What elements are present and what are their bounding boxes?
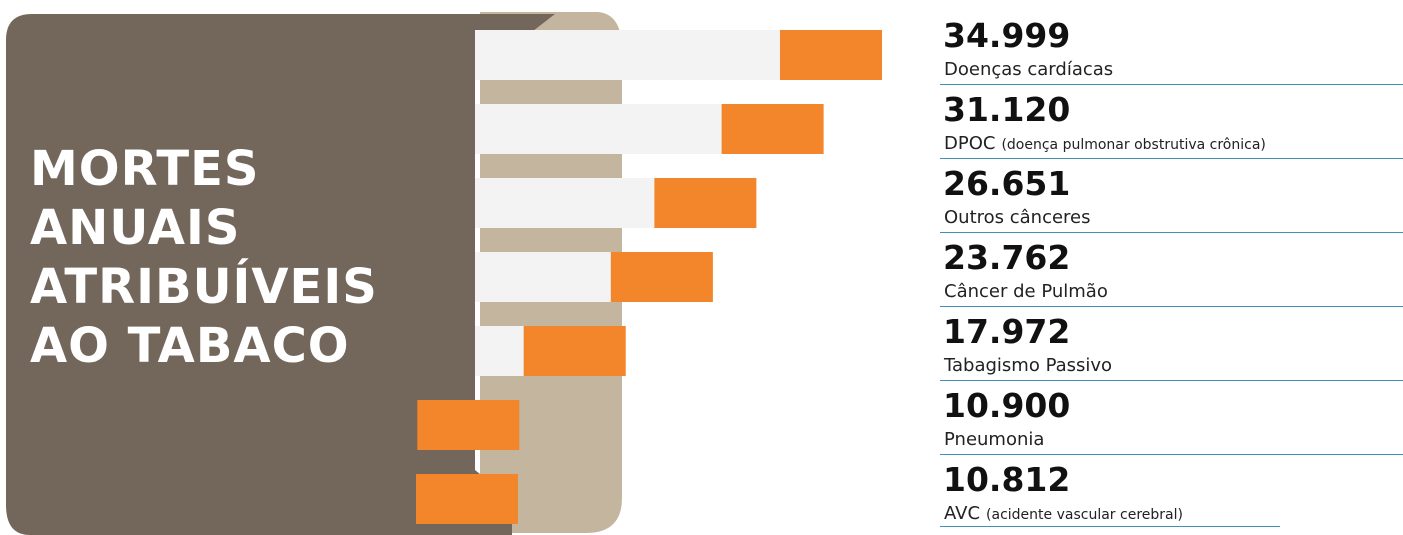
- category-label: AVC (acidente vascular cerebral): [944, 503, 1183, 524]
- row-rule: [940, 84, 1403, 85]
- data-value: 10.812: [943, 460, 1071, 499]
- row-rule: [940, 526, 1280, 527]
- row-rule: [940, 232, 1403, 233]
- bar: [721, 104, 824, 154]
- bar: [415, 474, 518, 524]
- bar-track: [475, 252, 611, 302]
- title-line: MORTES: [30, 141, 260, 197]
- row-rule: [940, 380, 1403, 381]
- category-label: Tabagismo Passivo: [944, 355, 1113, 376]
- bar: [610, 252, 713, 302]
- bar: [780, 30, 882, 80]
- data-value: 34.999: [943, 16, 1071, 55]
- category-label: Outros cânceres: [944, 207, 1091, 228]
- data-value: 31.120: [943, 90, 1071, 129]
- data-value: 10.900: [943, 386, 1071, 425]
- data-value: 26.651: [943, 164, 1071, 203]
- bar-track: [475, 326, 524, 376]
- data-value: 17.972: [943, 312, 1071, 351]
- row-rule: [940, 306, 1403, 307]
- data-value: 23.762: [943, 238, 1071, 277]
- title-line: ANUAIS: [30, 200, 241, 256]
- title-line: ATRIBUÍVEIS: [30, 259, 378, 315]
- bar: [417, 400, 520, 450]
- category-label: Doenças cardíacas: [944, 59, 1114, 80]
- bar: [654, 178, 757, 228]
- bar-track: [475, 178, 655, 228]
- title-line: AO TABACO: [30, 318, 350, 374]
- row-rule: [940, 158, 1403, 159]
- bar-track: [475, 104, 722, 154]
- bar: [523, 326, 626, 376]
- category-label: Pneumonia: [944, 429, 1045, 450]
- category-label: Câncer de Pulmão: [944, 281, 1108, 302]
- chart-title: MORTES ANUAIS ATRIBUÍVEIS AO TABACO: [30, 140, 378, 376]
- row-rule: [940, 454, 1403, 455]
- category-label: DPOC (doença pulmonar obstrutiva crônica): [944, 133, 1266, 154]
- bar-track: [475, 30, 780, 80]
